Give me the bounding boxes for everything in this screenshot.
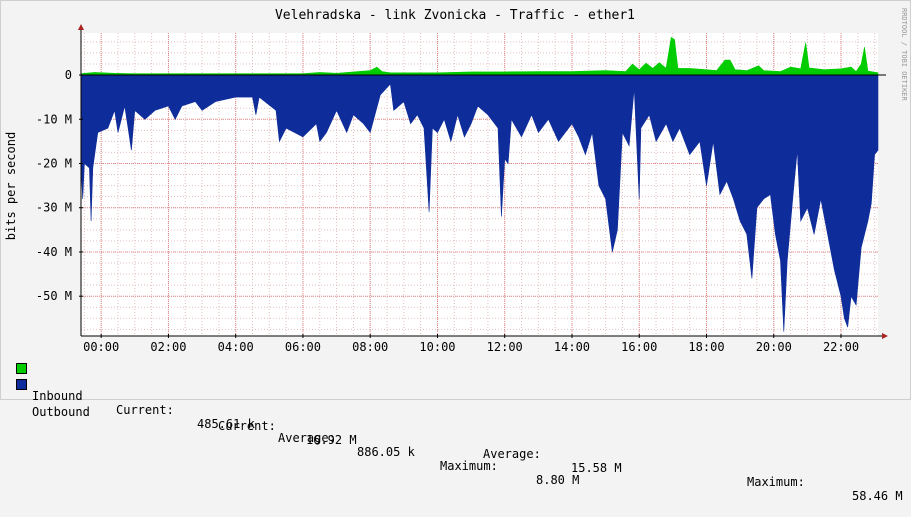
x-axis-arrow bbox=[882, 333, 888, 339]
traffic-graph: Velehradska - link Zvonicka - Traffic - … bbox=[0, 0, 911, 503]
series-layer bbox=[80, 36, 879, 332]
y-tick-label: -20 M bbox=[36, 156, 72, 170]
outbound-average-value: 15.58 M bbox=[571, 461, 622, 475]
x-tick-label: 18:00 bbox=[688, 340, 724, 354]
y-tick-label: -30 M bbox=[36, 201, 72, 215]
y-tick-label: -40 M bbox=[36, 245, 72, 259]
inbound-current-label: Current: bbox=[116, 403, 174, 417]
x-tick-label: 22:00 bbox=[823, 340, 859, 354]
outbound-maximum-value: 58.46 M bbox=[852, 489, 903, 503]
outbound-average-label: Average: bbox=[483, 447, 541, 461]
y-axis-title: bits per second bbox=[4, 132, 18, 240]
x-tick-label: 02:00 bbox=[150, 340, 186, 354]
outbound-current-label: Current: bbox=[218, 419, 276, 433]
chart-canvas: Velehradska - link Zvonicka - Traffic - … bbox=[0, 0, 911, 400]
inbound-area bbox=[80, 36, 879, 76]
inbound-maximum-value: 8.80 M bbox=[536, 473, 580, 487]
tick-labels: 00:00 02:00 04:00 06:00 08:00 10:00 12:00 14:00… bbox=[36, 68, 859, 354]
x-tick-label: 14:00 bbox=[554, 340, 590, 354]
watermark: RRDTOOL / TOBI OETIKER bbox=[900, 8, 908, 102]
outbound-swatch bbox=[16, 379, 27, 390]
outbound-current-value: 16.92 M bbox=[306, 433, 357, 447]
inbound-swatch bbox=[16, 363, 27, 374]
x-tick-label: 04:00 bbox=[218, 340, 254, 354]
x-tick-label: 10:00 bbox=[419, 340, 455, 354]
inbound-average-value: 886.05 k bbox=[357, 445, 415, 459]
x-tick-label: 16:00 bbox=[621, 340, 657, 354]
outbound-maximum-label: Maximum: bbox=[747, 475, 805, 489]
legend-inbound: Inbound Current: 485.61 k Average: 886.0… bbox=[16, 361, 579, 487]
x-tick-label: 08:00 bbox=[352, 340, 388, 354]
x-tick-label: 06:00 bbox=[285, 340, 321, 354]
y-tick-label: -10 M bbox=[36, 112, 72, 126]
x-tick-label: 00:00 bbox=[83, 340, 119, 354]
outbound-area bbox=[80, 74, 879, 332]
x-tick-label: 20:00 bbox=[756, 340, 792, 354]
chart-title: Velehradska - link Zvonicka - Traffic - … bbox=[275, 8, 635, 23]
y-axis-arrow bbox=[78, 24, 84, 30]
axes bbox=[78, 24, 888, 339]
y-tick-label: -50 M bbox=[36, 289, 72, 303]
inbound-maximum-label: Maximum: bbox=[440, 459, 498, 473]
outbound-label: Outbound bbox=[32, 405, 90, 419]
legend-outbound: Outbound Current: 16.92 M Average: 15.58… bbox=[16, 377, 903, 503]
y-tick-label: 0 bbox=[65, 68, 72, 82]
x-tick-label: 12:00 bbox=[487, 340, 523, 354]
